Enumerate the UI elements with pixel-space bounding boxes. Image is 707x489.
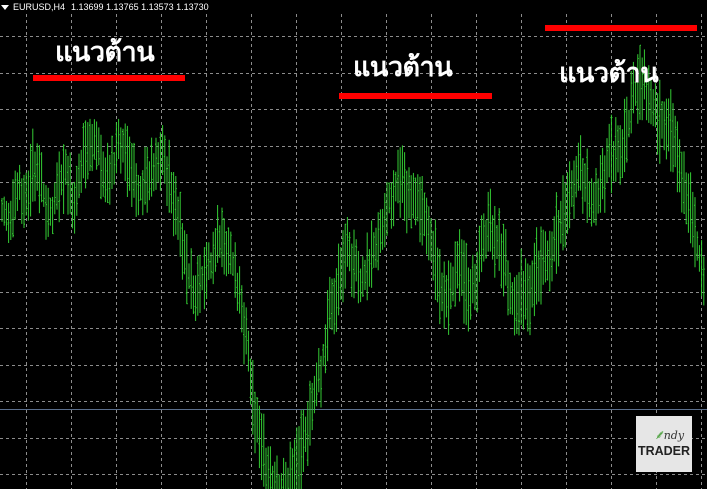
resistance-line-2: [339, 93, 492, 99]
andy-trader-logo: ⸙ndy TRADER: [636, 416, 692, 472]
price-bars: [1, 44, 705, 489]
resistance-line-3: [545, 25, 697, 31]
resistance-label-1: แนวต้าน: [55, 37, 155, 68]
resistance-label-3: แนวต้าน: [559, 58, 659, 89]
resistance-label-2: แนวต้าน: [353, 52, 453, 83]
ohlc-readout: 1.13699 1.13765 1.13573 1.13730: [71, 2, 209, 12]
logo-script: ⸙ndy: [653, 428, 685, 443]
logo-brand: TRADER: [637, 444, 691, 458]
symbol-label: EURUSD,H4: [13, 2, 66, 12]
resistance-line-1: [33, 75, 185, 81]
chart-title-bar: EURUSD,H4 1.13699 1.13765 1.13573 1.1373…: [1, 0, 209, 14]
chart-menu-triangle-icon[interactable]: [1, 4, 9, 10]
leaf-icon: ⸙: [653, 428, 664, 443]
